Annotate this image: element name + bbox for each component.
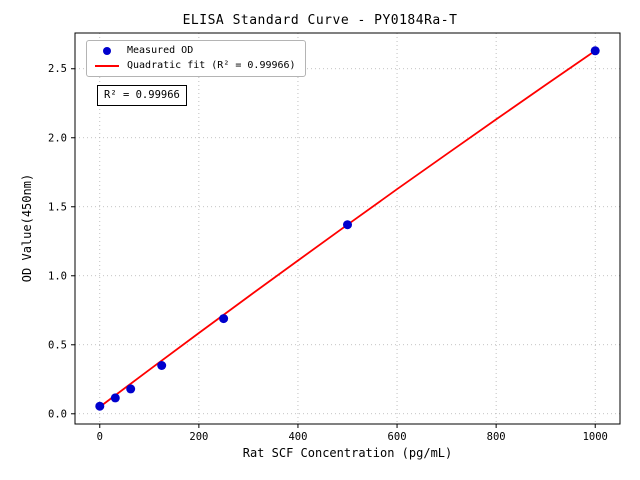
r-squared-annotation: R² = 0.99966 bbox=[97, 85, 187, 106]
data-point bbox=[219, 314, 229, 324]
x-tick-label: 0 bbox=[97, 431, 103, 443]
y-tick-label: 1.5 bbox=[48, 201, 67, 213]
legend-marker-wrap bbox=[94, 65, 120, 67]
legend-marker-wrap bbox=[94, 47, 120, 55]
data-point bbox=[95, 401, 105, 411]
x-axis-label: Rat SCF Concentration (pg/mL) bbox=[242, 446, 453, 460]
data-point bbox=[343, 220, 352, 230]
legend-marker-measured-od bbox=[103, 47, 111, 55]
axes-box bbox=[74, 32, 621, 425]
data-point bbox=[110, 393, 120, 403]
x-tick-label: 200 bbox=[189, 431, 208, 443]
legend-label-quadratic-fit: Quadratic fit (R² = 0.99966) bbox=[127, 60, 296, 71]
x-tick-label: 400 bbox=[288, 431, 307, 443]
y-tick-label: 0.0 bbox=[48, 408, 67, 420]
data-point bbox=[157, 361, 167, 370]
y-tick-label: 0.5 bbox=[48, 339, 67, 351]
legend-label-measured-od: Measured OD bbox=[127, 45, 194, 56]
legend-entry-quadratic-fit: Quadratic fit (R² = 0.99966) bbox=[94, 61, 296, 71]
y-tick-label: 2.5 bbox=[48, 63, 67, 75]
legend: Measured OD Quadratic fit (R² = 0.99966) bbox=[86, 40, 306, 77]
legend-marker-quadratic-fit bbox=[95, 65, 119, 67]
y-tick-label: 2.0 bbox=[48, 132, 67, 144]
y-axis-label: OD Value(450nm) bbox=[20, 173, 34, 283]
x-tick-label: 600 bbox=[388, 431, 407, 443]
x-tick-label: 800 bbox=[487, 431, 506, 443]
legend-entry-measured-od: Measured OD bbox=[94, 46, 296, 56]
data-point bbox=[590, 46, 600, 56]
y-tick-label: 1.0 bbox=[48, 270, 67, 282]
chart-title: ELISA Standard Curve - PY0184Ra-T bbox=[182, 13, 458, 28]
x-tick-label: 1000 bbox=[583, 431, 608, 443]
data-point bbox=[126, 384, 136, 394]
